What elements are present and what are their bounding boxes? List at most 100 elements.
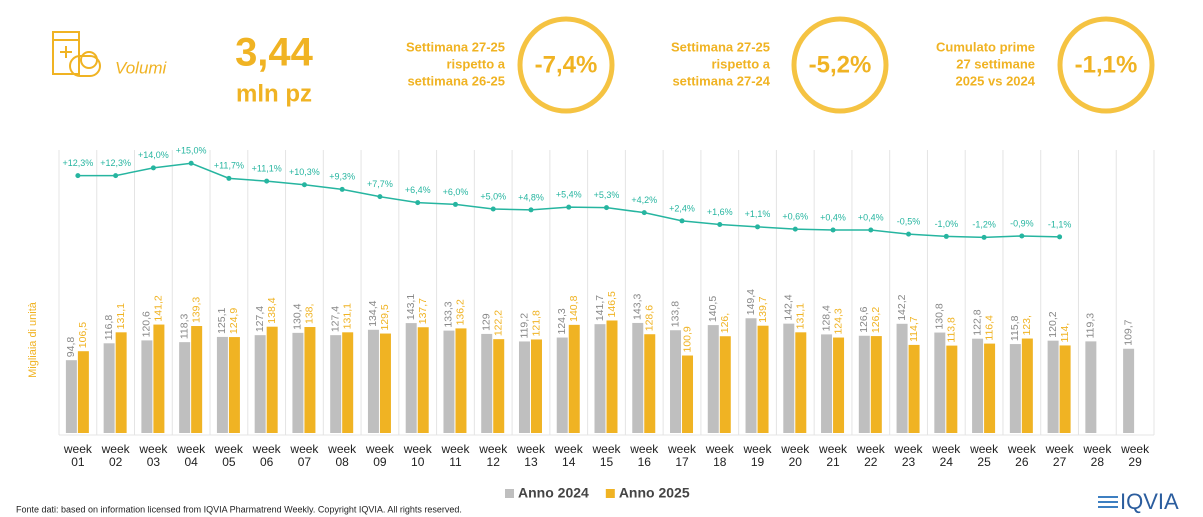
bar — [191, 326, 203, 433]
bar-value-label: 100,9 — [681, 326, 693, 352]
growth-label: +12,3% — [100, 158, 131, 168]
bar-value-label: 124,3 — [556, 308, 568, 334]
bar-value-label: 127,4 — [254, 306, 266, 332]
growth-label: +5,3% — [594, 190, 620, 200]
growth-point — [188, 160, 194, 166]
x-tick-label: week 24 — [932, 442, 961, 469]
growth-point — [604, 205, 609, 211]
bar-value-label: 149,4 — [745, 289, 757, 315]
legend-swatch — [605, 489, 615, 498]
x-tick-label: week 17 — [668, 442, 697, 469]
bar — [292, 332, 304, 433]
bar — [1009, 344, 1021, 433]
x-tick-label: week 23 — [894, 442, 923, 469]
headline-value: 3,44 — [235, 31, 314, 75]
growth-label: +1,6% — [707, 207, 733, 217]
growth-label: +6,0% — [443, 187, 469, 197]
growth-point — [75, 173, 81, 179]
bar-value-label: 121,8 — [530, 310, 542, 336]
bar-value-label: 128,4 — [820, 305, 832, 331]
x-tick-label: week 29 — [1121, 442, 1150, 469]
growth-point — [377, 194, 383, 200]
growth-label: +11,7% — [214, 161, 244, 171]
bar-value-label: 124,3 — [832, 308, 844, 334]
bar — [367, 329, 379, 433]
icon-label: Volumi — [115, 58, 168, 77]
x-tick-label: week 09 — [365, 442, 394, 469]
bar-value-label: 129 — [481, 313, 493, 331]
bar — [141, 340, 153, 433]
growth-label: +11,1% — [252, 163, 282, 173]
x-tick-label: week 03 — [139, 442, 168, 469]
bar-value-label: 130,8 — [934, 303, 946, 329]
growth-label: +4,8% — [518, 192, 544, 202]
growth-point — [830, 227, 836, 233]
bar-value-label: 126,2 — [870, 307, 882, 333]
x-tick-label: week 18 — [705, 442, 734, 469]
growth-point — [226, 175, 232, 181]
growth-point — [679, 218, 685, 224]
growth-label: +5,4% — [556, 190, 582, 200]
bar — [65, 360, 77, 433]
bar — [946, 345, 958, 433]
x-tick-label: week 21 — [819, 442, 848, 469]
bar-value-label: 116,4 — [983, 315, 995, 341]
bar-value-label: 120,2 — [1047, 311, 1059, 337]
kpi-text: rispetto a — [711, 56, 770, 71]
bar — [153, 324, 165, 433]
growth-point — [755, 224, 761, 230]
growth-point — [113, 173, 119, 179]
bar — [228, 337, 240, 433]
growth-label: +14,0% — [138, 150, 169, 160]
x-tick-label: week 05 — [214, 442, 243, 469]
bar-value-label: 133,3 — [443, 301, 455, 327]
logo: IQVIA — [1120, 489, 1179, 514]
growth-label: -1,2% — [972, 220, 996, 230]
x-tick-label: week 13 — [516, 442, 545, 469]
bar — [594, 324, 606, 433]
bar-value-label: 136,2 — [455, 299, 467, 325]
growth-point — [792, 226, 798, 232]
bar-value-label: 113,8 — [946, 317, 958, 343]
bar — [632, 322, 644, 433]
x-tick-label: week 08 — [328, 442, 357, 469]
growth-label: -0,9% — [1010, 218, 1034, 228]
bar — [518, 341, 530, 433]
bar — [682, 355, 694, 433]
bar — [530, 339, 542, 433]
growth-point — [415, 200, 421, 206]
growth-point — [943, 233, 949, 239]
x-tick-label: week 16 — [630, 442, 659, 469]
bar — [795, 332, 807, 433]
bar-value-label: 120,6 — [141, 311, 153, 337]
bar-value-label: 109,7 — [1122, 319, 1134, 345]
x-tick-label: week 19 — [743, 442, 772, 469]
x-tick-label: week 14 — [554, 442, 583, 469]
bar — [342, 332, 354, 433]
x-tick-label: week 12 — [479, 442, 508, 469]
bar-value-label: 123, — [1021, 315, 1033, 335]
bar-value-label: 142,2 — [896, 294, 908, 320]
bar-value-label: 140,8 — [568, 295, 580, 321]
bar — [405, 323, 417, 433]
bar — [493, 339, 505, 433]
kpi-text: Settimana 27-25 — [671, 39, 770, 54]
kpi-circle — [1057, 16, 1155, 114]
x-tick-label: week 02 — [101, 442, 130, 469]
bar — [783, 323, 795, 433]
bar-value-label: 119,3 — [1085, 313, 1097, 339]
bar — [670, 330, 682, 433]
growth-point — [1019, 233, 1025, 239]
bar-value-label: 131,1 — [115, 303, 127, 329]
kpi-value: -5,2% — [809, 51, 872, 78]
growth-label: +4,2% — [631, 195, 657, 205]
bar — [858, 335, 870, 433]
bar — [719, 336, 731, 433]
bar — [644, 334, 656, 433]
x-tick-label: week 22 — [856, 442, 885, 469]
x-tick-label: week 10 — [403, 442, 432, 469]
bar — [179, 342, 191, 433]
bar — [266, 326, 278, 433]
bar-value-label: 137,7 — [417, 298, 429, 324]
